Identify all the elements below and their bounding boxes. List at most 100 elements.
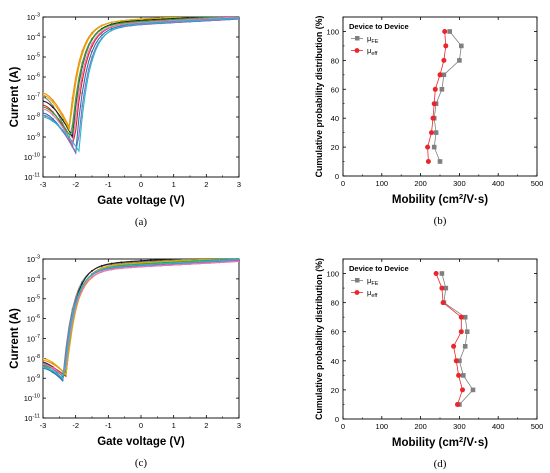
x-tick-label: -3 <box>40 421 47 430</box>
legend-marker-square <box>355 278 360 283</box>
curve-marker <box>81 282 84 285</box>
curve-marker <box>43 114 44 116</box>
curve-marker <box>130 24 133 26</box>
curve-marker <box>120 25 123 28</box>
y-tick-label: 10-7 <box>27 334 40 344</box>
curve-marker <box>120 22 123 24</box>
curve-marker <box>149 17 152 20</box>
curve-marker <box>43 96 44 98</box>
y-tick-label: 10-10 <box>24 153 40 163</box>
curve-marker <box>71 142 74 145</box>
transfer-curve-panel-c: -3 -2 -1 0 1 2 3 10-3 10-4 10-5 10-6 10-7 10-8 10-9 10… <box>9 255 241 470</box>
data-point-square <box>431 144 437 150</box>
y-tick-label: 80 <box>331 299 339 308</box>
x-tick-label: 200 <box>414 179 427 188</box>
curve-marker <box>228 261 231 263</box>
curves-group <box>43 256 240 382</box>
y-tick-label: 10-9 <box>27 133 40 143</box>
curve-marker <box>219 14 221 16</box>
curve-marker <box>71 145 74 148</box>
curve-marker <box>120 263 123 266</box>
curve-marker <box>110 24 113 26</box>
x-tick-label: 0 <box>341 179 345 188</box>
curve-marker <box>120 19 123 22</box>
data-point-square <box>470 387 476 393</box>
curve-marker <box>51 106 54 109</box>
curve-marker <box>209 14 211 16</box>
curve-marker <box>159 20 162 23</box>
curve-marker <box>199 15 201 17</box>
curve-marker <box>71 315 74 318</box>
curve-marker <box>43 106 44 108</box>
curve-marker <box>51 117 54 120</box>
y-tick-label: 10-3 <box>27 13 40 23</box>
x-tick-label: 300 <box>453 422 466 431</box>
data-point-circle <box>429 130 434 136</box>
curve-marker <box>71 97 74 100</box>
series-line <box>427 31 447 162</box>
curve-marker <box>238 257 240 259</box>
data-point-circle <box>458 314 464 320</box>
x-tick-label: 100 <box>376 179 389 188</box>
panel-caption: (d) <box>434 458 447 470</box>
curve-marker <box>100 264 103 267</box>
series-line <box>433 31 462 162</box>
curve-marker <box>61 113 64 116</box>
curve-marker <box>179 261 182 264</box>
data-point-square <box>433 130 439 135</box>
legend-title: Device to Device <box>349 264 409 273</box>
curve-marker <box>130 262 133 265</box>
curve-marker <box>110 264 113 267</box>
data-point-circle <box>455 402 460 407</box>
curve-marker <box>71 105 74 108</box>
curve-marker <box>43 104 44 106</box>
legend-marker-circle <box>354 290 360 295</box>
legend-label: μeff <box>367 46 378 57</box>
series-line <box>435 273 463 405</box>
curve-marker <box>100 34 103 37</box>
curve-marker <box>43 112 44 114</box>
curve-marker <box>189 263 191 265</box>
panel-caption: (c) <box>135 457 148 469</box>
curve-marker <box>43 357 44 360</box>
curve-marker <box>61 123 64 126</box>
curve-marker <box>71 308 74 311</box>
curve-marker <box>218 261 221 264</box>
data-point-square <box>447 29 452 34</box>
curve-marker <box>198 259 201 261</box>
y-tick-label: 80 <box>331 56 339 65</box>
legend-marker-circle <box>354 48 360 53</box>
curve-marker <box>189 20 191 22</box>
x-axis-label: Mobility (cm2/V·s) <box>392 192 488 206</box>
data-point-circle <box>425 159 431 164</box>
curve-marker <box>81 116 84 118</box>
x-tick-label: 0 <box>139 180 143 189</box>
curve-marker <box>149 20 152 23</box>
curve-marker <box>61 129 64 131</box>
curve-marker <box>159 264 162 267</box>
legend-title: Device to Device <box>349 22 409 31</box>
y-tick-label: 10-3 <box>27 255 40 265</box>
curve-marker <box>51 361 54 364</box>
curve-marker <box>169 264 172 267</box>
data-point-square <box>462 344 468 349</box>
x-tick-label: -2 <box>72 180 79 189</box>
curve-marker <box>120 265 123 268</box>
curve-marker <box>238 15 240 17</box>
curve-marker <box>43 116 44 118</box>
y-tick-label: 10-4 <box>27 274 40 284</box>
id-vg-curve <box>43 17 227 141</box>
x-tick-label: 400 <box>492 422 505 431</box>
x-tick-label: 0 <box>341 422 345 431</box>
x-tick-label: 0 <box>139 421 143 430</box>
data-point-square <box>439 87 445 92</box>
curve-marker <box>110 27 113 30</box>
curve-marker <box>218 17 221 19</box>
curve-marker <box>179 263 182 266</box>
curve-marker <box>209 256 211 258</box>
curve-marker <box>120 261 123 264</box>
y-tick-label: 40 <box>331 114 339 123</box>
curve-marker <box>169 21 172 23</box>
